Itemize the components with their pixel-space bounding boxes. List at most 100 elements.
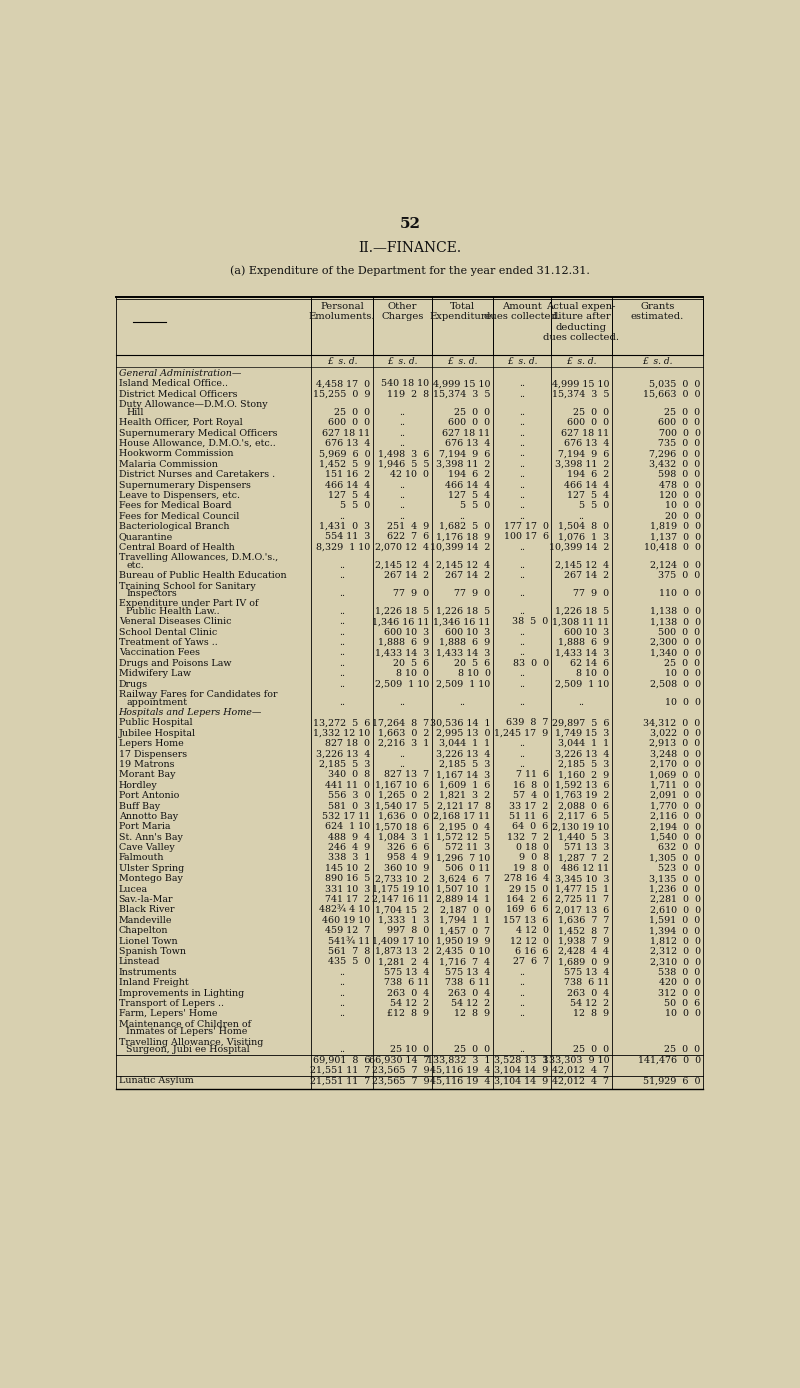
- Text: 21,551 11  7: 21,551 11 7: [310, 1076, 370, 1085]
- Text: 4,458 17  0: 4,458 17 0: [316, 379, 370, 389]
- Text: Duty Allowance—D.M.O. Stony: Duty Allowance—D.M.O. Stony: [118, 400, 267, 409]
- Text: 2,913  0  0: 2,913 0 0: [650, 740, 701, 748]
- Text: District Nurses and Caretakers .: District Nurses and Caretakers .: [118, 471, 274, 479]
- Text: 127  5  4: 127 5 4: [328, 491, 370, 500]
- Text: ..: ..: [399, 418, 406, 428]
- Text: Transport of Lepers ..: Transport of Lepers ..: [118, 999, 224, 1008]
- Text: 1,431  0  3: 1,431 0 3: [319, 522, 370, 532]
- Text: Other
Charges: Other Charges: [381, 303, 423, 322]
- Text: ..: ..: [519, 429, 525, 437]
- Text: 177 17  0: 177 17 0: [504, 522, 549, 532]
- Text: Port Antonio: Port Antonio: [118, 791, 179, 799]
- Text: ..: ..: [519, 480, 525, 490]
- Text: 600  0  0: 600 0 0: [328, 418, 370, 428]
- Text: Port Maria: Port Maria: [118, 822, 170, 831]
- Text: 523  0  0: 523 0 0: [658, 863, 701, 873]
- Text: 2,300  0  0: 2,300 0 0: [650, 638, 701, 647]
- Text: 2,145 12  4: 2,145 12 4: [437, 561, 490, 569]
- Text: 1,749 15  3: 1,749 15 3: [555, 729, 609, 738]
- Text: ..: ..: [459, 698, 466, 706]
- Text: 581  0  3: 581 0 3: [328, 801, 370, 811]
- Text: 1,504  8  0: 1,504 8 0: [558, 522, 609, 532]
- Text: 2,147 16 11: 2,147 16 11: [372, 895, 430, 904]
- Text: 575 13  4: 575 13 4: [446, 967, 490, 977]
- Text: 1,084  3  1: 1,084 3 1: [378, 833, 430, 841]
- Text: Supernumerary Dispensers: Supernumerary Dispensers: [118, 480, 250, 490]
- Text: 2,435  0 10: 2,435 0 10: [436, 947, 490, 956]
- Text: ..: ..: [339, 999, 345, 1008]
- Text: 83  0  0: 83 0 0: [513, 659, 549, 668]
- Text: 10,399 14  2: 10,399 14 2: [549, 543, 609, 552]
- Text: ..: ..: [399, 750, 406, 758]
- Text: ..: ..: [519, 459, 525, 469]
- Text: Inspectors: Inspectors: [126, 589, 177, 598]
- Text: 23,565  7  9: 23,565 7 9: [372, 1076, 430, 1085]
- Text: 1,296  7 10: 1,296 7 10: [436, 854, 490, 862]
- Text: 1,540  0  0: 1,540 0 0: [650, 833, 701, 841]
- Text: 15,374  3  5: 15,374 3 5: [552, 390, 609, 398]
- Text: 54 12  2: 54 12 2: [451, 999, 490, 1008]
- Text: 20  5  6: 20 5 6: [454, 659, 490, 668]
- Text: (a) Expenditure of the Department for the year ended 31.12.31.: (a) Expenditure of the Department for th…: [230, 265, 590, 276]
- Text: ..: ..: [399, 512, 406, 520]
- Text: 538  0  0: 538 0 0: [658, 967, 701, 977]
- Text: ..: ..: [339, 967, 345, 977]
- Text: 466 14  4: 466 14 4: [446, 480, 490, 490]
- Text: 2,889 14  1: 2,889 14 1: [437, 895, 490, 904]
- Text: 164  2  6: 164 2 6: [506, 895, 549, 904]
- Text: 460 19 10: 460 19 10: [322, 916, 370, 924]
- Text: 331 10  3: 331 10 3: [325, 884, 370, 894]
- Text: 1,175 19 10: 1,175 19 10: [372, 884, 430, 894]
- Text: 639  8  7: 639 8 7: [506, 719, 549, 727]
- Text: 482¾ 4 10: 482¾ 4 10: [319, 905, 370, 915]
- Text: Drugs: Drugs: [118, 680, 148, 688]
- Text: ..: ..: [519, 1045, 525, 1053]
- Text: £  s. d.: £ s. d.: [326, 357, 357, 366]
- Text: ..: ..: [519, 491, 525, 500]
- Text: 1,591  0  0: 1,591 0 0: [650, 916, 701, 924]
- Text: Expenditure under Part IV of: Expenditure under Part IV of: [118, 600, 258, 608]
- Text: ..: ..: [519, 669, 525, 679]
- Text: 1,176 18  9: 1,176 18 9: [436, 533, 490, 541]
- Text: 540 18 10: 540 18 10: [382, 379, 430, 389]
- Text: ..: ..: [519, 450, 525, 458]
- Text: 600 10  3: 600 10 3: [446, 627, 490, 637]
- Text: 23,565  7  9: 23,565 7 9: [372, 1066, 430, 1074]
- Text: ..: ..: [399, 480, 406, 490]
- Text: 532 17 11: 532 17 11: [322, 812, 370, 820]
- Text: Hordley: Hordley: [118, 780, 158, 790]
- Text: 2,281  0  0: 2,281 0 0: [650, 895, 701, 904]
- Text: 30,536 14  1: 30,536 14 1: [430, 719, 490, 727]
- Text: 600  0  0: 600 0 0: [658, 418, 701, 428]
- Text: 19  8  0: 19 8 0: [513, 863, 549, 873]
- Text: 486 12 11: 486 12 11: [561, 863, 609, 873]
- Text: 4,999 15 10: 4,999 15 10: [552, 379, 609, 389]
- Text: 132  7  2: 132 7 2: [506, 833, 549, 841]
- Text: Jubilee Hospital: Jubilee Hospital: [118, 729, 196, 738]
- Text: 1,711  0  0: 1,711 0 0: [650, 780, 701, 790]
- Text: ..: ..: [519, 698, 525, 706]
- Text: 488  9  4: 488 9 4: [328, 833, 370, 841]
- Text: 21,551 11  7: 21,551 11 7: [310, 1066, 370, 1074]
- Text: 1,938  7  9: 1,938 7 9: [558, 937, 609, 945]
- Text: 3,044  1  1: 3,044 1 1: [558, 740, 609, 748]
- Text: 624  1 10: 624 1 10: [326, 822, 370, 831]
- Text: 2,509  1 10: 2,509 1 10: [555, 680, 609, 688]
- Text: ..: ..: [519, 512, 525, 520]
- Text: 1,287  7  2: 1,287 7 2: [558, 854, 609, 862]
- Text: Grants
estimated.: Grants estimated.: [630, 303, 684, 322]
- Text: 2,145 12  4: 2,145 12 4: [555, 561, 609, 569]
- Text: 2,124  0  0: 2,124 0 0: [650, 561, 701, 569]
- Text: Lunatic Asylum: Lunatic Asylum: [118, 1076, 194, 1085]
- Text: 890 16  5: 890 16 5: [325, 874, 370, 883]
- Text: Public Health Law..: Public Health Law..: [126, 607, 220, 616]
- Text: ..: ..: [459, 512, 466, 520]
- Text: 1,433 14  3: 1,433 14 3: [555, 648, 609, 658]
- Text: Lionel Town: Lionel Town: [118, 937, 178, 945]
- Text: 3,104 14  9: 3,104 14 9: [494, 1076, 549, 1085]
- Text: Chapelton: Chapelton: [118, 926, 168, 936]
- Text: Farm, Lepers' Home: Farm, Lepers' Home: [118, 1009, 217, 1019]
- Text: 4,999 15 10: 4,999 15 10: [433, 379, 490, 389]
- Text: 15,255  0  9: 15,255 0 9: [313, 390, 370, 398]
- Text: 571 13  3: 571 13 3: [564, 843, 609, 852]
